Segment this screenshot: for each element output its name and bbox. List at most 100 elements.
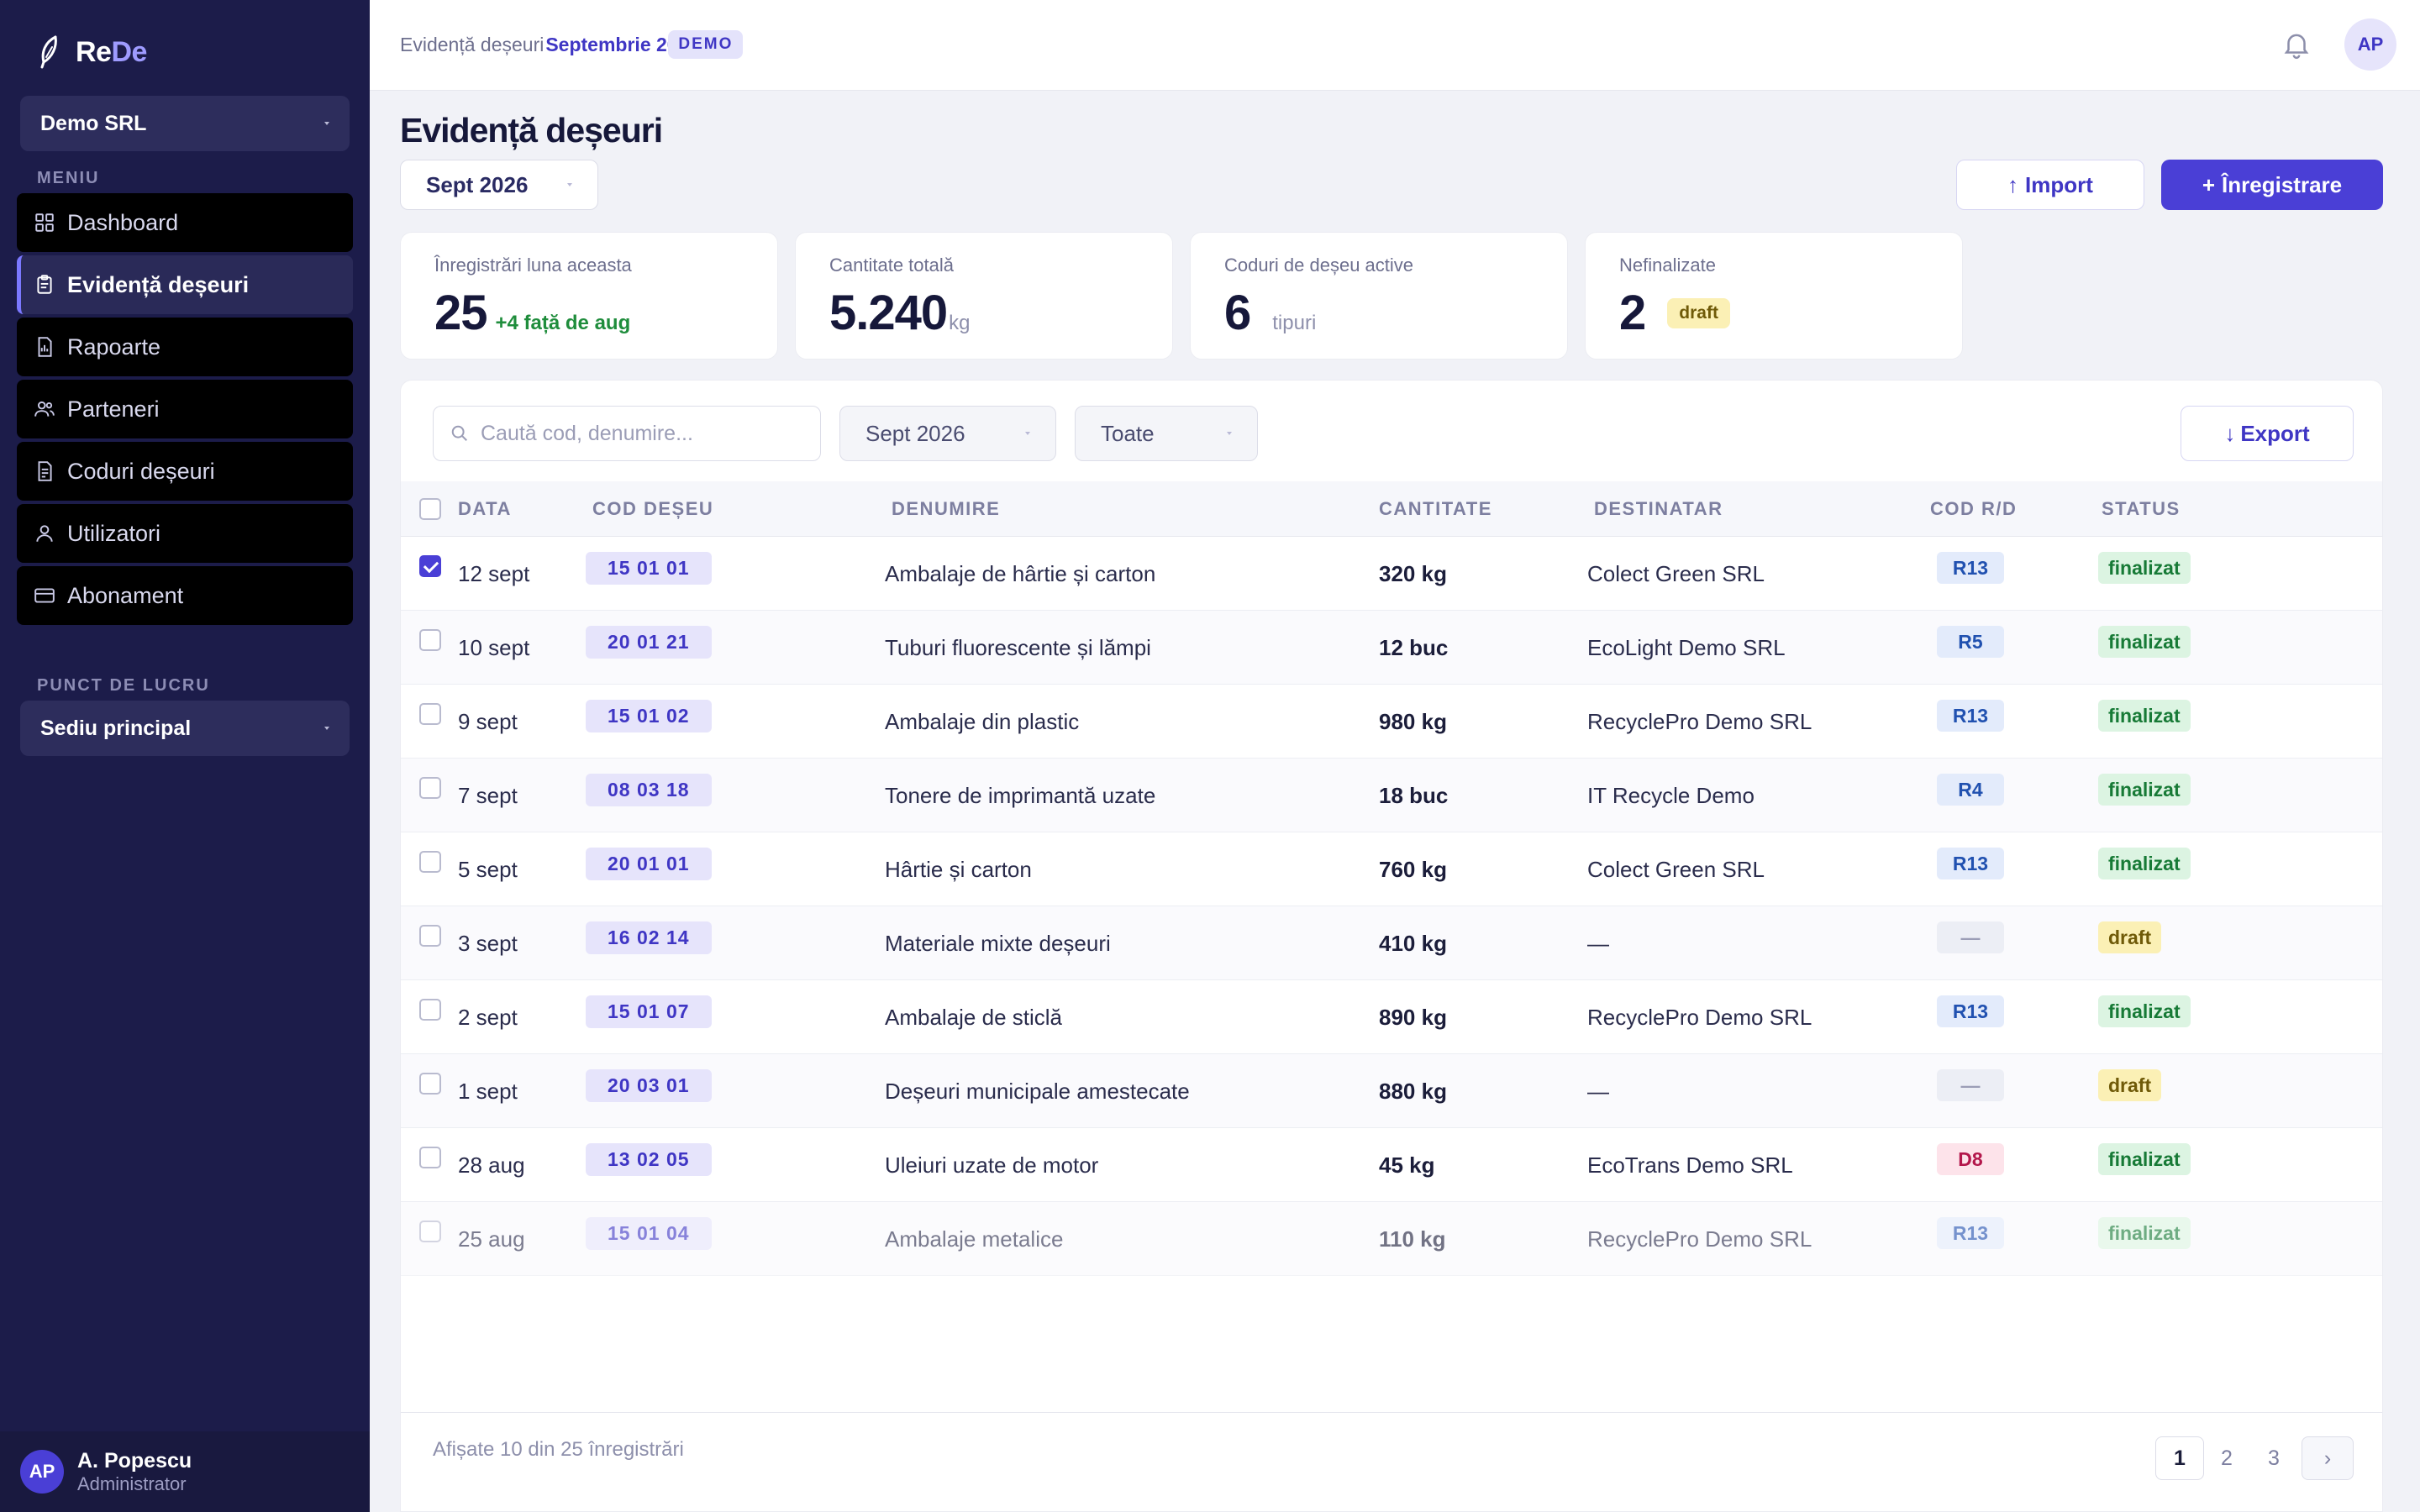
users-icon — [34, 401, 55, 417]
table-row[interactable]: 10 sept 20 01 21 Tuburi fluorescente și lă… — [401, 611, 2382, 685]
rd-code-badge: D8 — [1937, 1143, 2004, 1175]
row-checkbox[interactable] — [419, 555, 441, 577]
table-row[interactable]: 5 sept 20 01 01 Hârtie și carton 760 kg Cole… — [401, 832, 2382, 906]
column-header-code[interactable]: COD DEȘEU — [592, 498, 714, 519]
waste-code-badge: 20 01 21 — [586, 626, 712, 659]
status-badge: finalizat — [2098, 700, 2191, 732]
sidebar-item-label: Dashboard — [67, 209, 179, 235]
stat-value: 2 — [1619, 286, 1646, 340]
sidebar-item-waste-codes[interactable]: Coduri deșeuri — [17, 442, 353, 501]
row-checkbox[interactable] — [419, 925, 441, 947]
sidebar-item-waste-records[interactable]: Evidență deșeuri — [17, 255, 353, 314]
select-all-checkbox[interactable] — [419, 498, 441, 520]
sidebar-nav: Dashboard Evidență deșeuri Rapoarte Part… — [17, 193, 353, 628]
row-checkbox[interactable] — [419, 1073, 441, 1095]
records-panel: Sept 2026 Toate ↓ Export DATA COD DEȘEU … — [400, 380, 2383, 1512]
grid-icon — [35, 213, 54, 232]
month-filter-value: Sept 2026 — [865, 420, 965, 446]
avatar[interactable]: AP — [2344, 18, 2396, 71]
column-header-rd-code[interactable]: COD R/D — [1930, 498, 2018, 519]
row-checkbox[interactable] — [419, 1221, 441, 1242]
column-header-name[interactable]: DENUMIRE — [892, 498, 1001, 519]
company-name: Demo SRL — [40, 111, 147, 135]
status-filter[interactable]: Toate — [1075, 406, 1258, 461]
arrow-up-icon: ↑ — [2007, 171, 2019, 197]
table-row[interactable]: 28 aug 13 02 05 Uleiuri uzate de motor 45 k… — [401, 1128, 2382, 1202]
page-button-1[interactable]: 1 — [2155, 1436, 2204, 1480]
month-select[interactable]: Sept 2026 — [400, 160, 598, 210]
stat-label: Coduri de deșeu active — [1224, 255, 1414, 276]
row-destination: Colect Green SRL — [1587, 856, 1765, 882]
page-button-2[interactable]: 2 — [2221, 1446, 2233, 1470]
row-date: 3 sept — [458, 930, 518, 956]
stat-card-entries: Înregistrări luna aceasta 25 +4 față de … — [400, 232, 778, 360]
status-badge: draft — [1667, 298, 1730, 328]
search-box[interactable] — [433, 406, 821, 461]
table-row[interactable]: 3 sept 16 02 14 Materiale mixte deșeuri 410… — [401, 906, 2382, 980]
add-record-button[interactable]: + Înregistrare — [2161, 160, 2383, 210]
row-date: 25 aug — [458, 1226, 525, 1252]
month-filter[interactable]: Sept 2026 — [839, 406, 1056, 461]
sidebar-item-label: Evidență deșeuri — [67, 271, 250, 297]
rd-code-badge: R13 — [1937, 700, 2004, 732]
plus-icon: + — [2202, 171, 2216, 197]
import-button[interactable]: ↑ Import — [1956, 160, 2144, 210]
table-row[interactable]: 12 sept 15 01 01 Ambalaje de hârtie și car… — [401, 537, 2382, 611]
table-row[interactable]: 25 aug 15 01 04 Ambalaje metalice 110 kg Rec… — [401, 1202, 2382, 1276]
row-quantity: 890 kg — [1379, 1004, 1447, 1030]
stat-card-quantity: Cantitate totală 5.240 kg — [795, 232, 1173, 360]
brand-name: ReDe — [76, 35, 147, 68]
row-name: Tuburi fluorescente și lămpi — [885, 634, 1151, 660]
row-checkbox[interactable] — [419, 999, 441, 1021]
waste-code-badge: 15 01 07 — [586, 995, 712, 1028]
sidebar-item-users[interactable]: Utilizatori — [17, 504, 353, 563]
table-row[interactable]: 7 sept 08 03 18 Tonere de imprimantă uzate… — [401, 759, 2382, 832]
status-badge: finalizat — [2098, 995, 2191, 1027]
column-header-date[interactable]: DATA — [458, 498, 512, 519]
rd-code-badge: — — [1937, 921, 2004, 953]
brand-logo[interactable]: ReDe — [37, 34, 147, 71]
stat-card-pending: Nefinalizate 2 draft — [1585, 232, 1963, 360]
table-footer: Afișate 10 din 25 înregistrări 1 2 3 › — [401, 1412, 2382, 1511]
column-header-quantity[interactable]: CANTITATE — [1379, 498, 1492, 519]
sidebar-item-dashboard[interactable]: Dashboard — [17, 193, 353, 252]
row-checkbox[interactable] — [419, 1147, 441, 1168]
user-profile[interactable]: AP A. Popescu Administrator — [0, 1431, 370, 1512]
table-row[interactable]: 9 sept 15 01 02 Ambalaje din plastic 980 kg… — [401, 685, 2382, 759]
chevron-down-icon — [1227, 432, 1232, 435]
breadcrumb-section[interactable]: Evidență deșeuri — [400, 33, 544, 55]
row-checkbox[interactable] — [419, 851, 441, 873]
sidebar-item-label: Utilizatori — [67, 520, 161, 546]
company-select[interactable]: Demo SRL — [20, 96, 350, 151]
column-header-destination[interactable]: DESTINATAR — [1594, 498, 1723, 519]
page-button-3[interactable]: 3 — [2268, 1446, 2280, 1470]
table-header: DATA COD DEȘEU DENUMIRE CANTITATE DESTIN… — [401, 481, 2382, 537]
bell-icon[interactable] — [2281, 29, 2312, 60]
row-quantity: 45 kg — [1379, 1152, 1435, 1178]
column-header-status[interactable]: STATUS — [2102, 498, 2181, 519]
row-name: Deșeuri municipale amestecate — [885, 1078, 1190, 1104]
row-name: Tonere de imprimantă uzate — [885, 782, 1156, 808]
stat-value: 5.240 — [829, 286, 948, 340]
row-checkbox[interactable] — [419, 777, 441, 799]
sidebar-item-reports[interactable]: Rapoarte — [17, 318, 353, 376]
row-checkbox[interactable] — [419, 629, 441, 651]
next-page-button[interactable]: › — [2302, 1436, 2354, 1480]
export-button[interactable]: ↓ Export — [2181, 406, 2354, 461]
stat-unit: tipuri — [1272, 312, 1317, 334]
row-destination: RecyclePro Demo SRL — [1587, 1226, 1812, 1252]
workpoint-select[interactable]: Sediu principal — [20, 701, 350, 756]
stat-value: 6 — [1224, 286, 1251, 340]
row-date: 28 aug — [458, 1152, 525, 1178]
table-row[interactable]: 2 sept 15 01 07 Ambalaje de sticlă 890 kg Re… — [401, 980, 2382, 1054]
sidebar-item-subscription[interactable]: Abonament — [17, 566, 353, 625]
table-row[interactable]: 1 sept 20 03 01 Deșeuri municipale amestec… — [401, 1054, 2382, 1128]
sidebar-item-partners[interactable]: Parteneri — [17, 380, 353, 438]
workpoint-section-label: PUNCT DE LUCRU — [37, 676, 210, 695]
row-checkbox[interactable] — [419, 703, 441, 725]
user-icon — [36, 525, 53, 542]
status-badge: finalizat — [2098, 848, 2191, 879]
waste-code-badge: 15 01 04 — [586, 1217, 712, 1250]
rd-code-badge: R4 — [1937, 774, 2004, 806]
search-input[interactable] — [481, 421, 800, 446]
